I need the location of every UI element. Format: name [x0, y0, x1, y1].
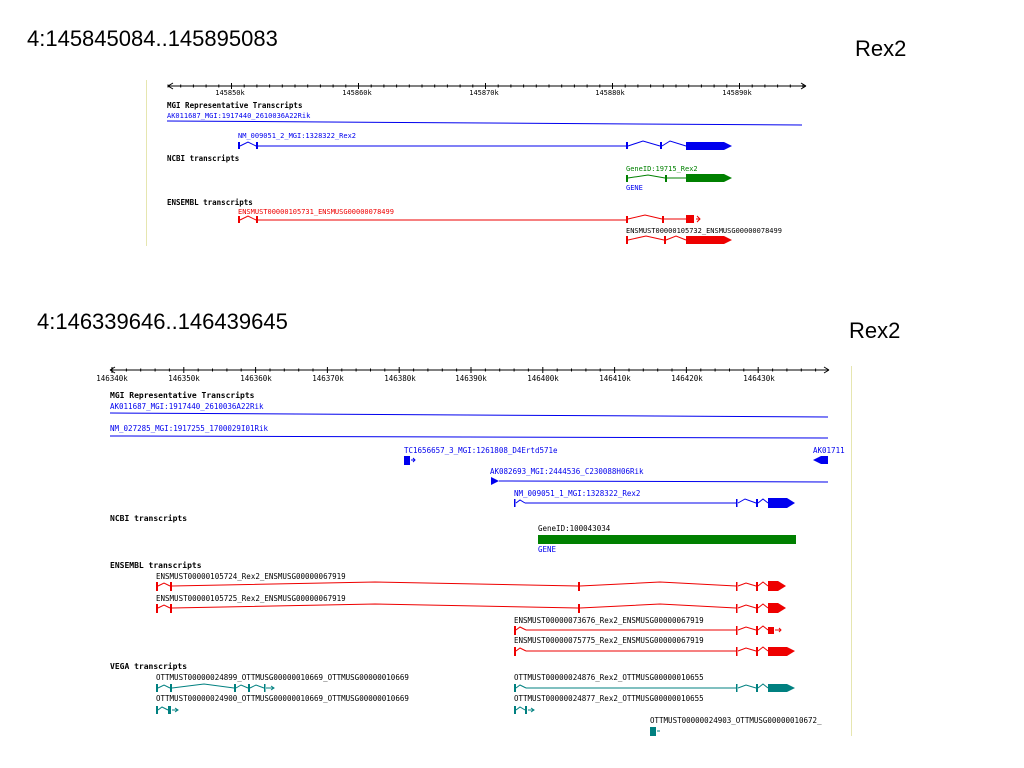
transcript-ensmust105725: [156, 603, 786, 613]
transcript-line: [166, 120, 803, 126]
ruler-tick-label: 146380k: [384, 374, 416, 383]
track-label: GeneID:19715_Rex2: [626, 165, 698, 173]
track-label: OTTMUST00000024877_Rex2_OTTMUSG000000106…: [514, 694, 704, 703]
ruler-tick-label: 146400k: [527, 374, 559, 383]
section-title-mgi: MGI Representative Transcripts: [167, 101, 302, 110]
track-label: NM_009051_2_MGI:1328322_Rex2: [238, 132, 356, 140]
track-label: TC1656657_3_MGI:1261808_D4Ertd571e: [404, 446, 558, 455]
track-label: AK082693_MGI:2444536_C230088H06Rik: [490, 467, 644, 476]
ruler-tick-label: 145880k: [595, 89, 625, 97]
genome-browser-panel-1: 145850k 145860k 145870k 145880k 145890k …: [146, 80, 807, 246]
ruler-tick-label: 146340k: [96, 374, 128, 383]
ruler-tick-label: 146370k: [312, 374, 344, 383]
ruler-tick-label: 145870k: [469, 89, 499, 97]
ruler-tick-label: 146390k: [455, 374, 487, 383]
gene-type-label: GENE: [538, 545, 557, 554]
transcript-line: [109, 435, 829, 439]
track-label: AK011687_MGI:1917440_2610036A22Rik: [167, 112, 311, 120]
transcript-ak082693: [491, 477, 829, 485]
gene-19715: [626, 174, 732, 182]
gene-label-2: Rex2: [849, 318, 901, 343]
gene-label-1: Rex2: [855, 36, 907, 61]
coord-title-2: 4:146339646..146439645: [37, 309, 288, 334]
ruler-tick-label: 146420k: [671, 374, 703, 383]
transcript-ensmust75775: [514, 646, 795, 656]
transcript-ak01711: [813, 456, 828, 464]
track-label: OTTMUST00000024899_OTTMUSG00000010669_OT…: [156, 673, 409, 682]
ruler-tick-label: 146360k: [240, 374, 272, 383]
track-label: AK01711: [813, 446, 845, 455]
transcript-ottmust24900: [156, 706, 179, 714]
transcript-ottmust24903: [650, 727, 660, 736]
transcript-ensmust73676: [514, 625, 782, 635]
ruler-tick-label: 145890k: [722, 89, 752, 97]
track-label: NM_027285_MGI:1917255_1700029I01Rik: [110, 424, 269, 433]
track-label: ENSMUST00000105725_Rex2_ENSMUSG000000679…: [156, 594, 346, 603]
transcript-ottmust24899: [156, 683, 275, 692]
gene-100043034: [538, 535, 796, 544]
transcript-ottmust24876: [514, 683, 795, 692]
ruler-tick-label: 146410k: [599, 374, 631, 383]
transcript-ensmust105724: [156, 581, 786, 591]
transcript-line: [109, 412, 829, 418]
track-label: OTTMUST00000024876_Rex2_OTTMUSG000000106…: [514, 673, 704, 682]
section-title-ensembl: ENSEMBL transcripts: [110, 560, 202, 570]
section-title-ncbi: NCBI transcripts: [110, 513, 187, 523]
ruler-tick-label: 145860k: [342, 89, 372, 97]
transcript-ensmust105731: [238, 214, 701, 223]
section-title-ensembl: ENSEMBL transcripts: [167, 198, 253, 207]
transcript-nm-009051-2: [238, 140, 732, 150]
track-label: ENSMUST00000105731_ENSMUSG00000078499: [238, 208, 394, 216]
track-label: OTTMUST00000024903_OTTMUSG00000010672_: [650, 716, 822, 725]
track-label: ENSMUST00000105732_ENSMUSG00000078499: [626, 227, 782, 235]
track-label: ENSMUST00000075775_Rex2_ENSMUSG000000679…: [514, 636, 704, 645]
transcript-nm-009051-1: [514, 498, 795, 508]
coord-title-1: 4:145845084..145895083: [27, 26, 278, 51]
section-title-vega: VEGA transcripts: [110, 661, 187, 671]
track-label: AK011687_MGI:1917440_2610036A22Rik: [110, 402, 264, 411]
track-label: GeneID:100043034: [538, 524, 611, 533]
transcript-ottmust24877: [514, 706, 535, 714]
transcript-ensmust105732: [626, 235, 732, 244]
section-title-ncbi: NCBI transcripts: [167, 154, 239, 163]
ruler-tick-label: 145850k: [215, 89, 245, 97]
ruler-tick-label: 146430k: [743, 374, 775, 383]
transcript-tc1656657: [404, 456, 416, 465]
section-title-mgi: MGI Representative Transcripts: [110, 390, 255, 400]
ruler-2: 146340k 146350k 146360k 146370k 146380k …: [96, 366, 830, 383]
track-label: NM_009051_1_MGI:1328322_Rex2: [514, 489, 640, 498]
track-label: ENSMUST00000073676_Rex2_ENSMUSG000000679…: [514, 616, 704, 625]
ruler-1: 145850k 145860k 145870k 145880k 145890k: [167, 82, 807, 97]
track-label: OTTMUST00000024900_OTTMUSG00000010669_OT…: [156, 694, 409, 703]
gene-type-label: GENE: [626, 184, 643, 192]
ruler-tick-label: 146350k: [168, 374, 200, 383]
track-label: ENSMUST00000105724_Rex2_ENSMUSG000000679…: [156, 572, 346, 581]
genome-browser-panel-2: 146340k 146350k 146360k 146370k 146380k …: [96, 366, 852, 736]
